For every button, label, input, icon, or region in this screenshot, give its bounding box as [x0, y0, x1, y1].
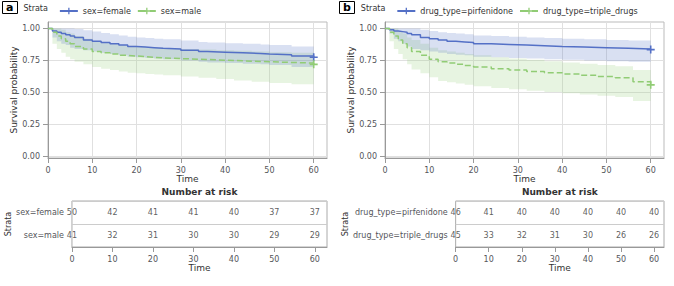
- svg-text:Strata: Strata: [4, 212, 13, 237]
- svg-text:20: 20: [468, 166, 478, 175]
- svg-text:sex=male: sex=male: [161, 7, 201, 16]
- svg-text:40: 40: [616, 208, 626, 217]
- svg-text:drug_type=triple_drugs: drug_type=triple_drugs: [543, 7, 638, 16]
- svg-text:42: 42: [107, 208, 117, 217]
- svg-text:60: 60: [310, 255, 320, 264]
- svg-text:37: 37: [269, 208, 279, 217]
- svg-text:41: 41: [484, 208, 494, 217]
- svg-text:29: 29: [310, 231, 320, 240]
- svg-text:32: 32: [107, 231, 117, 240]
- svg-text:40: 40: [229, 255, 239, 264]
- svg-text:30: 30: [229, 231, 239, 240]
- svg-text:drug_type=triple_drugs: drug_type=triple_drugs: [353, 231, 448, 240]
- svg-text:26: 26: [616, 231, 626, 240]
- svg-text:Time: Time: [187, 263, 210, 273]
- svg-text:60: 60: [649, 255, 659, 264]
- svg-text:26: 26: [649, 231, 659, 240]
- svg-text:50: 50: [264, 166, 274, 175]
- svg-text:Survival probability: Survival probability: [9, 46, 19, 134]
- svg-text:41: 41: [67, 231, 77, 240]
- svg-text:Strata: Strata: [361, 4, 386, 13]
- svg-text:50: 50: [269, 255, 279, 264]
- svg-text:31: 31: [550, 231, 560, 240]
- svg-text:0.75: 0.75: [22, 56, 40, 65]
- svg-text:40: 40: [517, 208, 527, 217]
- svg-text:46: 46: [451, 208, 461, 217]
- svg-text:30: 30: [550, 255, 560, 264]
- svg-text:40: 40: [649, 208, 659, 217]
- svg-text:a: a: [6, 1, 13, 14]
- svg-text:45: 45: [451, 231, 461, 240]
- svg-text:0: 0: [453, 255, 458, 264]
- svg-text:20: 20: [131, 166, 141, 175]
- svg-text:10: 10: [424, 166, 434, 175]
- svg-text:0: 0: [69, 255, 74, 264]
- svg-text:33: 33: [484, 231, 494, 240]
- svg-text:0.50: 0.50: [22, 88, 40, 97]
- svg-text:b: b: [343, 1, 351, 14]
- svg-text:60: 60: [309, 166, 319, 175]
- svg-text:10: 10: [484, 255, 494, 264]
- svg-text:31: 31: [148, 231, 158, 240]
- svg-text:drug_type=pirfenidone: drug_type=pirfenidone: [355, 208, 448, 217]
- svg-text:40: 40: [557, 166, 567, 175]
- svg-text:Strata: Strata: [23, 4, 48, 13]
- svg-text:10: 10: [87, 166, 97, 175]
- svg-text:40: 40: [583, 208, 593, 217]
- svg-text:40: 40: [220, 166, 230, 175]
- svg-text:Survival probability: Survival probability: [346, 46, 356, 134]
- svg-text:40: 40: [229, 208, 239, 217]
- svg-text:30: 30: [188, 231, 198, 240]
- svg-text:0.25: 0.25: [359, 120, 377, 129]
- svg-text:30: 30: [176, 166, 186, 175]
- svg-text:Number at risk: Number at risk: [162, 187, 239, 197]
- svg-text:sex=female: sex=female: [83, 7, 131, 16]
- svg-text:29: 29: [269, 231, 279, 240]
- svg-text:20: 20: [148, 255, 158, 264]
- svg-text:sex=male: sex=male: [24, 231, 64, 240]
- svg-text:10: 10: [107, 255, 117, 264]
- svg-text:50: 50: [616, 255, 626, 264]
- svg-text:37: 37: [310, 208, 320, 217]
- svg-text:30: 30: [188, 255, 198, 264]
- svg-text:0.00: 0.00: [359, 152, 377, 161]
- svg-text:41: 41: [188, 208, 198, 217]
- svg-text:50: 50: [601, 166, 611, 175]
- svg-text:0: 0: [45, 166, 50, 175]
- svg-text:30: 30: [513, 166, 523, 175]
- svg-text:32: 32: [517, 231, 527, 240]
- svg-text:1.00: 1.00: [22, 24, 40, 33]
- svg-text:drug_type=pirfenidone: drug_type=pirfenidone: [420, 7, 513, 16]
- svg-text:40: 40: [550, 208, 560, 217]
- svg-text:0.25: 0.25: [22, 120, 40, 129]
- svg-text:60: 60: [646, 166, 656, 175]
- svg-text:0.75: 0.75: [359, 56, 377, 65]
- svg-text:1.00: 1.00: [359, 24, 377, 33]
- svg-text:0.00: 0.00: [22, 152, 40, 161]
- svg-text:Number at risk: Number at risk: [522, 187, 599, 197]
- svg-text:Time: Time: [548, 263, 571, 273]
- svg-text:41: 41: [148, 208, 158, 217]
- svg-text:Time: Time: [512, 174, 535, 184]
- svg-text:40: 40: [583, 255, 593, 264]
- svg-text:Time: Time: [175, 174, 198, 184]
- svg-text:30: 30: [583, 231, 593, 240]
- svg-text:0.50: 0.50: [359, 88, 377, 97]
- svg-text:20: 20: [517, 255, 527, 264]
- svg-text:Strata: Strata: [341, 212, 350, 237]
- svg-text:sex=female: sex=female: [16, 208, 64, 217]
- svg-text:0: 0: [382, 166, 387, 175]
- svg-text:50: 50: [67, 208, 77, 217]
